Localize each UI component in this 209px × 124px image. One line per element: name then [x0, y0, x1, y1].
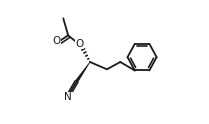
Text: N: N [64, 92, 72, 102]
Text: O: O [52, 36, 60, 46]
Text: O: O [75, 39, 84, 49]
Polygon shape [75, 62, 90, 82]
